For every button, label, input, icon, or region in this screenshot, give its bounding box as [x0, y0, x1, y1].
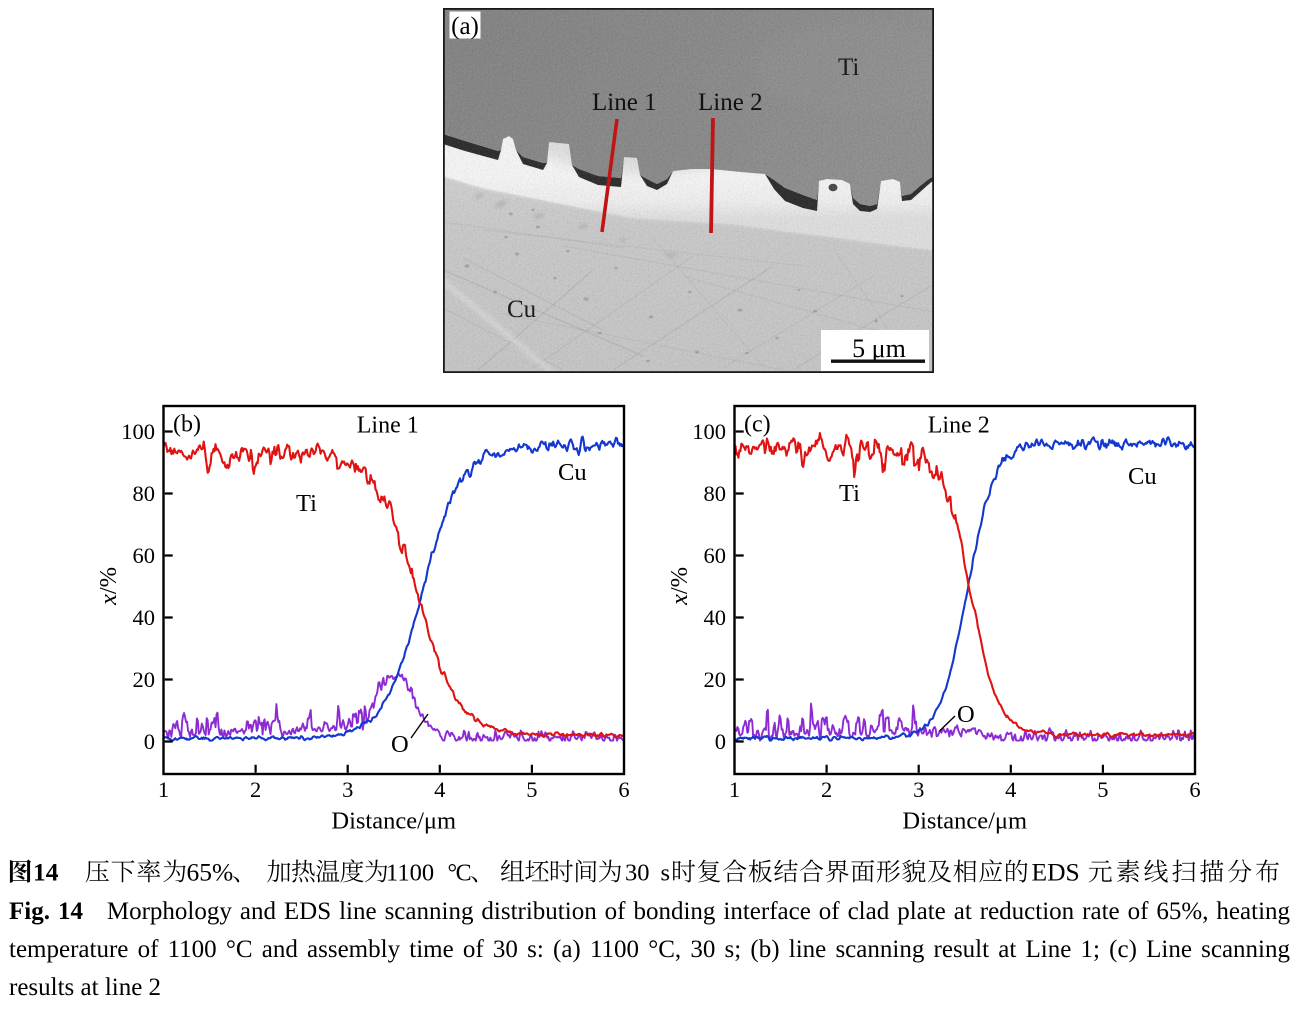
- svg-text:1100: 1100: [386, 860, 434, 887]
- svg-text:60: 60: [704, 543, 727, 568]
- svg-text:5: 5: [1097, 777, 1108, 802]
- svg-text:O: O: [957, 701, 975, 728]
- svg-text:Distance/μm: Distance/μm: [902, 808, 1027, 835]
- svg-text:Line 1: Line 1: [357, 413, 419, 439]
- svg-text:(b): (b): [173, 412, 201, 438]
- svg-text:4: 4: [434, 777, 445, 802]
- svg-text:6: 6: [1189, 777, 1200, 802]
- svg-text:0: 0: [144, 729, 155, 754]
- svg-text:Ti: Ti: [296, 490, 317, 517]
- svg-text:2: 2: [821, 777, 832, 802]
- svg-text:Cu: Cu: [507, 296, 537, 323]
- svg-text:1: 1: [158, 777, 169, 802]
- svg-text:Ti: Ti: [838, 54, 859, 81]
- svg-text:3: 3: [342, 777, 353, 802]
- svg-text:80: 80: [704, 481, 727, 506]
- svg-text:s: s: [661, 860, 671, 887]
- svg-text:Line 2: Line 2: [928, 413, 990, 439]
- svg-text:40: 40: [704, 605, 727, 630]
- svg-text:20: 20: [704, 667, 727, 692]
- svg-text:3: 3: [913, 777, 924, 802]
- svg-text:14: 14: [33, 858, 59, 887]
- svg-text:80: 80: [133, 481, 156, 506]
- svg-text:5 μm: 5 μm: [852, 334, 906, 363]
- svg-text:4: 4: [1005, 777, 1016, 802]
- svg-text:2: 2: [250, 777, 261, 802]
- svg-text:1: 1: [729, 777, 740, 802]
- svg-text:(a): (a): [451, 13, 479, 40]
- svg-text:6: 6: [618, 777, 629, 802]
- svg-text:100: 100: [692, 419, 726, 444]
- svg-text:Ti: Ti: [839, 480, 860, 507]
- svg-text:x/%: x/%: [666, 567, 693, 606]
- svg-text:30: 30: [625, 860, 650, 887]
- svg-text:°C: °C: [448, 861, 471, 887]
- svg-text:x/%: x/%: [95, 567, 122, 606]
- svg-text:Cu: Cu: [558, 459, 587, 486]
- svg-text:40: 40: [133, 605, 156, 630]
- svg-text:5: 5: [526, 777, 537, 802]
- svg-text:O: O: [391, 731, 409, 758]
- svg-text:65%: 65%: [187, 858, 234, 887]
- svg-text:20: 20: [133, 667, 156, 692]
- svg-text:Line 2: Line 2: [698, 89, 763, 116]
- svg-text:Distance/μm: Distance/μm: [331, 808, 456, 835]
- svg-text:60: 60: [133, 543, 156, 568]
- svg-text:100: 100: [121, 419, 155, 444]
- svg-text:EDS: EDS: [1032, 858, 1080, 887]
- svg-text:Cu: Cu: [1128, 463, 1157, 490]
- svg-text:Line 1: Line 1: [592, 89, 657, 116]
- svg-text:0: 0: [715, 729, 726, 754]
- svg-text:(c): (c): [744, 412, 771, 438]
